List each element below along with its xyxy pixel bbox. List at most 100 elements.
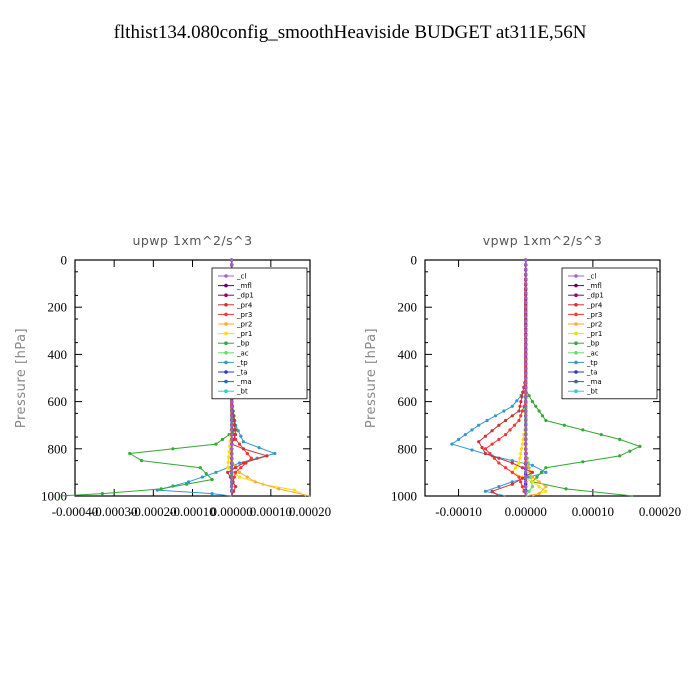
series-marker-cl: [230, 456, 234, 460]
series-marker-pr2: [544, 485, 548, 489]
legend-marker: [224, 360, 228, 365]
legend-label: _pr4: [586, 301, 603, 309]
legend-label: _ma: [586, 378, 602, 386]
series-marker-ac: [527, 489, 531, 493]
series-marker-cl: [524, 390, 528, 394]
series-marker-cl: [230, 423, 234, 427]
series-marker-pr3: [504, 466, 508, 470]
series-marker-pr1: [514, 466, 518, 470]
legend-label: _pr1: [236, 330, 252, 338]
series-marker-pr1: [520, 442, 525, 446]
series-marker-bp: [581, 428, 585, 432]
y-tick-label: 400: [398, 347, 418, 362]
series-marker-pr3: [483, 447, 487, 451]
legend-marker: [224, 341, 228, 346]
legend-label: _pr2: [236, 321, 252, 329]
series-marker-pr4: [497, 423, 501, 427]
y-tick-label: 600: [48, 394, 68, 409]
series-marker-cl: [230, 400, 234, 404]
series-marker-bp: [535, 475, 539, 479]
series-marker-cl: [230, 418, 234, 423]
series-marker-cl: [230, 258, 234, 262]
series-marker-cl: [230, 451, 234, 456]
series-line-bp: [59, 260, 237, 497]
series-marker-pr1: [530, 480, 535, 484]
series-marker-cl: [230, 404, 234, 408]
series-marker-bp: [581, 460, 585, 464]
series-marker-cl: [524, 310, 528, 314]
y-tick-label: 800: [48, 441, 68, 456]
series-marker-cl: [524, 400, 528, 404]
legend-marker: [224, 379, 228, 384]
series-marker-tp: [236, 429, 240, 433]
series-marker-tp: [530, 463, 535, 467]
series-marker-bp: [171, 447, 175, 451]
series-marker-cl: [524, 428, 528, 432]
series-marker-bp: [204, 472, 208, 476]
series-marker-pr2: [253, 480, 257, 484]
series-marker-bp: [534, 404, 538, 408]
y-tick-label: 200: [48, 300, 68, 315]
series-marker-cl: [524, 414, 528, 418]
series-marker-cl: [524, 404, 528, 408]
legend-marker: [574, 389, 578, 394]
series-marker-pr4: [483, 451, 487, 456]
legend-marker: [574, 274, 578, 278]
series-marker-pr4: [530, 470, 535, 474]
legend-marker: [224, 322, 228, 326]
series-marker-pr3: [520, 485, 525, 489]
series-marker-cl: [524, 324, 528, 328]
series-marker-pr4: [234, 485, 238, 489]
series-marker-cl: [524, 395, 528, 399]
series-marker-cl: [230, 480, 234, 484]
series-marker-tp: [241, 440, 245, 444]
series-marker-pr3: [239, 466, 243, 470]
series-marker-bp: [539, 470, 544, 474]
legend-marker: [574, 341, 578, 346]
legend-marker: [224, 389, 228, 394]
series-marker-cl: [524, 263, 528, 267]
series-marker-cl: [230, 485, 234, 489]
x-tick-label: 0.00000: [505, 504, 547, 519]
series-marker-cl: [524, 385, 528, 389]
series-marker-pr3: [504, 433, 508, 437]
series-marker-pr1: [544, 489, 548, 493]
series-marker-bp: [210, 477, 214, 482]
legend-label: _bt: [586, 388, 598, 396]
legend-marker: [224, 312, 228, 317]
series-marker-cl: [524, 376, 528, 380]
legend-label: _ac: [236, 349, 249, 357]
series-marker-pr3: [245, 451, 249, 456]
series-marker-tp: [200, 475, 204, 479]
legend-label: _mfl: [586, 282, 602, 290]
series-marker-pr4: [241, 461, 245, 465]
legend-label: _pr3: [586, 311, 602, 319]
y-axis-label: Pressure [hPa]: [14, 328, 29, 428]
series-marker-tp: [214, 470, 218, 474]
series-marker-pr2: [526, 464, 530, 468]
y-tick-label: 0: [411, 253, 418, 268]
series-marker-cl: [524, 352, 528, 356]
legend-marker: [574, 379, 578, 384]
x-tick-label: -0.00040: [52, 504, 99, 519]
series-marker-cl: [524, 338, 528, 342]
series-marker-pr4: [510, 461, 514, 465]
series-marker-tp: [463, 433, 467, 437]
series-marker-tp: [510, 480, 514, 484]
series-marker-pr4: [519, 400, 523, 404]
legend-marker: [574, 283, 578, 288]
series-marker-bp: [544, 466, 548, 470]
legend-marker: [224, 293, 228, 298]
series-marker-pr3: [517, 418, 521, 423]
series-marker-bp: [527, 394, 531, 398]
series-marker-bp: [220, 437, 225, 441]
series-marker-cl: [524, 258, 528, 262]
series-marker-bp: [564, 487, 568, 491]
x-tick-label: -0.00010: [435, 504, 482, 519]
series-marker-pr4: [510, 414, 514, 418]
series-marker-cl: [230, 466, 234, 470]
series-marker-cl: [524, 319, 528, 323]
series-marker-pr4: [233, 428, 237, 432]
x-tick-label: 0.00010: [572, 504, 614, 519]
series-marker-pr2: [245, 475, 249, 479]
